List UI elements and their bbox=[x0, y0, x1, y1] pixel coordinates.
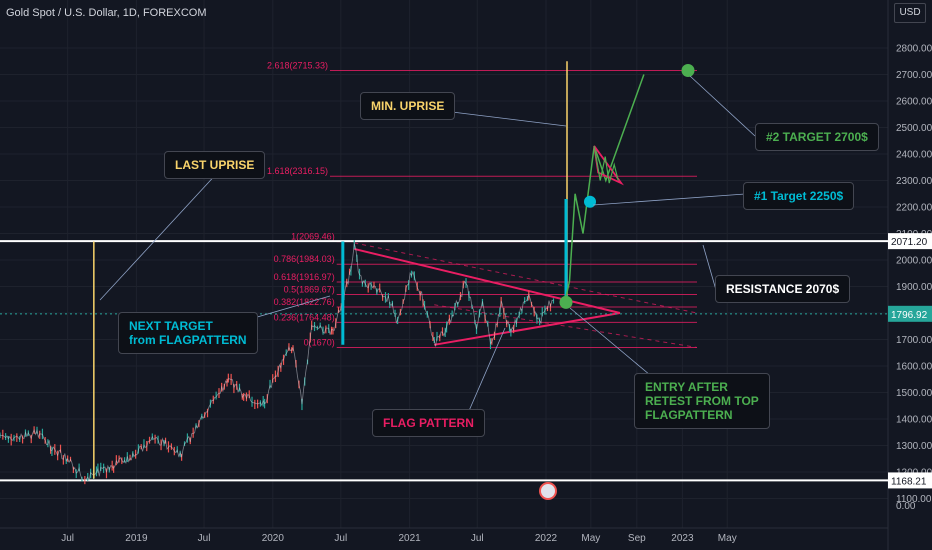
projection-flag-zigzag bbox=[593, 145, 619, 184]
y-tick-label: 2600.00 bbox=[896, 97, 932, 108]
entry-point-marker bbox=[559, 295, 573, 309]
min-uprise-connector bbox=[451, 111, 567, 127]
x-tick-label: 2020 bbox=[262, 533, 285, 544]
target-2250-connector bbox=[592, 193, 746, 206]
fib-level-label: 2.618(2715.33) bbox=[267, 60, 328, 70]
fib-level-label: 0.5(1869.67) bbox=[284, 285, 335, 295]
target-2250-label: #1 Target 2250$ bbox=[743, 182, 855, 210]
x-tick-label: Jul bbox=[471, 533, 484, 544]
y-tick-label: 1100.00 bbox=[896, 494, 932, 505]
x-tick-label: Jul bbox=[61, 533, 74, 544]
y-tick-label: 2300.00 bbox=[896, 176, 932, 187]
x-tick-label: May bbox=[581, 533, 600, 544]
y-tick-label: 1700.00 bbox=[896, 335, 932, 346]
x-tick-label: 2022 bbox=[535, 533, 558, 544]
flag-upper-line bbox=[354, 247, 621, 314]
y-tick-label: 0.00 bbox=[896, 501, 916, 512]
y-tick-label: 1500.00 bbox=[896, 388, 932, 399]
fib-level-label: 0.382(1822.76) bbox=[274, 297, 335, 307]
y-tick-label: 2200.00 bbox=[896, 203, 932, 214]
target-2700-label: #2 TARGET 2700$ bbox=[755, 123, 879, 151]
fib-level-label: 0.786(1984.03) bbox=[274, 254, 335, 264]
resistance-price-label: 2071.20 bbox=[891, 237, 928, 248]
x-tick-label: 2021 bbox=[398, 533, 421, 544]
event-badge-icon bbox=[539, 482, 557, 500]
y-tick-label: 1300.00 bbox=[896, 441, 932, 452]
x-tick-label: Jul bbox=[334, 533, 347, 544]
chart-title: Gold Spot / U.S. Dollar, 1D, FOREXCOM bbox=[6, 7, 207, 19]
flag-lower-line bbox=[434, 312, 621, 346]
x-tick-label: 2023 bbox=[671, 533, 694, 544]
support-price-label: 1168.21 bbox=[891, 476, 927, 487]
target-2700-connector bbox=[689, 75, 756, 137]
currency-selector[interactable]: USD bbox=[894, 3, 926, 23]
last-uprise-connector bbox=[99, 169, 221, 301]
support-price-tag bbox=[888, 472, 932, 489]
y-tick-label: 2400.00 bbox=[896, 150, 932, 161]
resistance-price-tag bbox=[888, 233, 932, 250]
entry-connector bbox=[569, 307, 651, 376]
x-tick-label: Jul bbox=[198, 533, 211, 544]
y-tick-label: 2500.00 bbox=[896, 123, 932, 134]
flag-pattern-label: FLAG PATTERN bbox=[372, 409, 485, 437]
x-tick-label: 2019 bbox=[125, 533, 148, 544]
target-2700-marker bbox=[681, 64, 695, 78]
min-uprise-label: MIN. UPRISE bbox=[360, 92, 456, 120]
fib-level-label: 0.236(1764.48) bbox=[274, 312, 335, 322]
fib-level-label: 1.618(2316.15) bbox=[267, 166, 328, 176]
flag-pattern-connector bbox=[464, 327, 506, 421]
current-price-label: 1796.92 bbox=[891, 310, 928, 321]
y-tick-label: 1400.00 bbox=[896, 415, 932, 426]
y-tick-label: 2800.00 bbox=[896, 44, 932, 55]
current-price-tag bbox=[888, 305, 932, 322]
last-uprise-label: LAST UPRISE bbox=[164, 151, 266, 179]
y-tick-label: 2700.00 bbox=[896, 70, 932, 81]
fib-level-label: 0(1670) bbox=[304, 337, 335, 347]
resistance-label: RESISTANCE 2070$ bbox=[715, 275, 851, 303]
fib-level-label: 1(2069.46) bbox=[291, 232, 335, 242]
target-2250-marker bbox=[584, 195, 596, 208]
entry-label: ENTRY AFTER RETEST FROM TOP FLAGPATTERN bbox=[634, 373, 770, 429]
flag-upper-extension bbox=[354, 242, 698, 314]
y-tick-label: 1600.00 bbox=[896, 362, 932, 373]
next-target-label: NEXT TARGET from FLAGPATTERN bbox=[118, 312, 258, 354]
y-tick-label: 1900.00 bbox=[896, 282, 932, 293]
fib-level-label: 0.618(1916.97) bbox=[274, 272, 335, 282]
y-tick-label: 2000.00 bbox=[896, 256, 932, 267]
resistance-connector bbox=[702, 244, 717, 291]
x-tick-label: Sep bbox=[628, 533, 646, 544]
x-tick-label: May bbox=[718, 533, 737, 544]
